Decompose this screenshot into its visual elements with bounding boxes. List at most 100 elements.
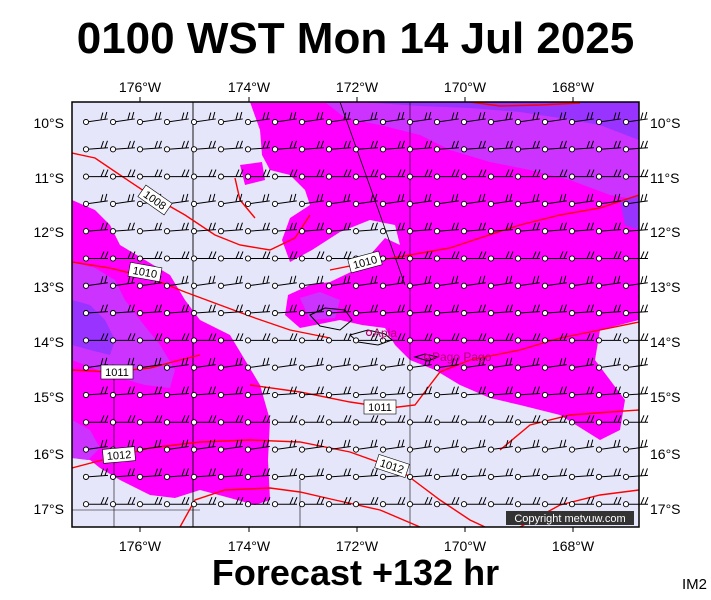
wind-barb xyxy=(487,497,514,508)
wind-barb xyxy=(433,275,459,289)
wind-barb xyxy=(217,140,243,153)
lon-label-176w-bottom: 176°W xyxy=(119,538,162,554)
wind-barb xyxy=(271,415,298,426)
wind-barb xyxy=(217,111,243,126)
wind-barb xyxy=(352,333,379,344)
wind-barb xyxy=(568,357,594,371)
wind-barb xyxy=(163,304,189,317)
wind-barb xyxy=(136,169,163,180)
wind-barb xyxy=(622,222,648,235)
wind-barb xyxy=(568,111,594,126)
wind-barb xyxy=(136,386,162,399)
lat-label-13s-right: 13°S xyxy=(650,279,681,295)
wind-barb xyxy=(244,386,270,399)
wind-barb xyxy=(325,304,351,317)
lon-labels-top: 176°W 174°W 172°W 170°W 168°W xyxy=(119,79,595,95)
wind-barb xyxy=(487,468,513,480)
wind-barb xyxy=(514,468,540,480)
wind-barb xyxy=(379,304,405,317)
isobar-label-1012-west: 1012 xyxy=(106,449,131,463)
wind-barb xyxy=(514,111,540,126)
wind-barb xyxy=(352,439,378,453)
wind-barb xyxy=(298,468,324,480)
lon-label-168w-top: 168°W xyxy=(552,79,595,95)
wind-barb xyxy=(163,439,189,453)
wind-barb xyxy=(541,333,568,344)
coast-tutuila xyxy=(413,353,440,362)
wind-barb xyxy=(136,140,162,153)
wind-barb xyxy=(136,333,163,344)
coast-savaii xyxy=(309,307,353,331)
copyright-text: Copyright metvuw.com xyxy=(514,513,625,525)
wind-barb xyxy=(460,468,486,480)
wind-barb xyxy=(244,468,270,480)
wind-barb xyxy=(541,251,568,262)
wind-barb xyxy=(460,439,486,453)
lon-label-176w-top: 176°W xyxy=(119,79,162,95)
wind-barb xyxy=(406,497,433,508)
wind-barb xyxy=(298,415,325,426)
wind-barb xyxy=(352,111,378,126)
wind-barb xyxy=(109,497,136,508)
lat-labels-left: 10°S 11°S 12°S 13°S 14°S 15°S 16°S 17°S xyxy=(33,115,64,517)
wind-barb xyxy=(379,193,405,207)
rain-band-northeast-deep xyxy=(360,102,639,140)
wind-barb xyxy=(190,275,216,289)
wind-barb xyxy=(541,439,567,453)
wind-barb xyxy=(271,468,297,480)
wind-barb xyxy=(460,140,486,153)
wind-barb xyxy=(568,333,595,344)
wind-barb xyxy=(460,111,486,126)
wind-barb xyxy=(433,169,460,180)
wind-barb xyxy=(406,140,432,153)
wind-barb xyxy=(406,222,432,235)
lon-label-172w-bottom: 172°W xyxy=(336,538,379,554)
wind-barb xyxy=(541,222,567,235)
wind-barb xyxy=(82,497,109,508)
lat-label-17s-left: 17°S xyxy=(33,501,64,517)
wind-barb xyxy=(325,386,351,399)
lon-label-174w-bottom: 174°W xyxy=(228,538,271,554)
wind-barb xyxy=(298,304,324,317)
map-title: 0100 WST Mon 14 Jul 2025 xyxy=(76,14,635,63)
wind-barb xyxy=(433,468,459,480)
wind-barb xyxy=(190,193,216,207)
wind-barb xyxy=(487,222,513,235)
wind-barb xyxy=(217,468,243,480)
lat-label-10s-left: 10°S xyxy=(33,115,64,131)
wind-barb xyxy=(82,169,109,180)
wind-barb xyxy=(352,304,378,317)
wind-barb xyxy=(433,497,460,508)
wind-barb xyxy=(514,304,540,317)
wind-barb xyxy=(217,497,244,508)
wind-barb xyxy=(244,251,271,262)
wind-barb xyxy=(568,251,595,262)
wind-barb xyxy=(190,357,216,371)
wind-barb xyxy=(514,497,541,508)
wind-barb xyxy=(82,193,108,207)
wind-barb xyxy=(622,468,648,480)
wind-barb xyxy=(568,275,594,289)
wind-barb xyxy=(190,140,216,153)
isobar-1010 xyxy=(72,261,331,339)
wind-barb xyxy=(109,140,135,153)
lat-label-15s-left: 15°S xyxy=(33,389,64,405)
wind-barb xyxy=(595,333,622,344)
wind-barb xyxy=(82,386,108,399)
wind-barb xyxy=(217,415,244,426)
wind-barb xyxy=(568,386,594,399)
wind-barb xyxy=(379,439,405,453)
rain-band-west xyxy=(72,200,270,505)
wind-barb xyxy=(595,439,621,453)
lat-labels-right: 10°S 11°S 12°S 13°S 14°S 15°S 16°S 17°S xyxy=(650,115,681,517)
wind-barb xyxy=(433,222,459,235)
wind-barb xyxy=(352,193,378,207)
wind-barb xyxy=(487,357,513,371)
wind-barbs xyxy=(82,111,649,508)
lat-label-11s-left: 11°S xyxy=(35,170,64,186)
lat-label-10s-right: 10°S xyxy=(650,115,681,131)
wind-barb xyxy=(244,333,271,344)
wind-barb xyxy=(514,386,540,399)
wind-barb xyxy=(271,333,298,344)
wind-barb xyxy=(595,468,621,480)
